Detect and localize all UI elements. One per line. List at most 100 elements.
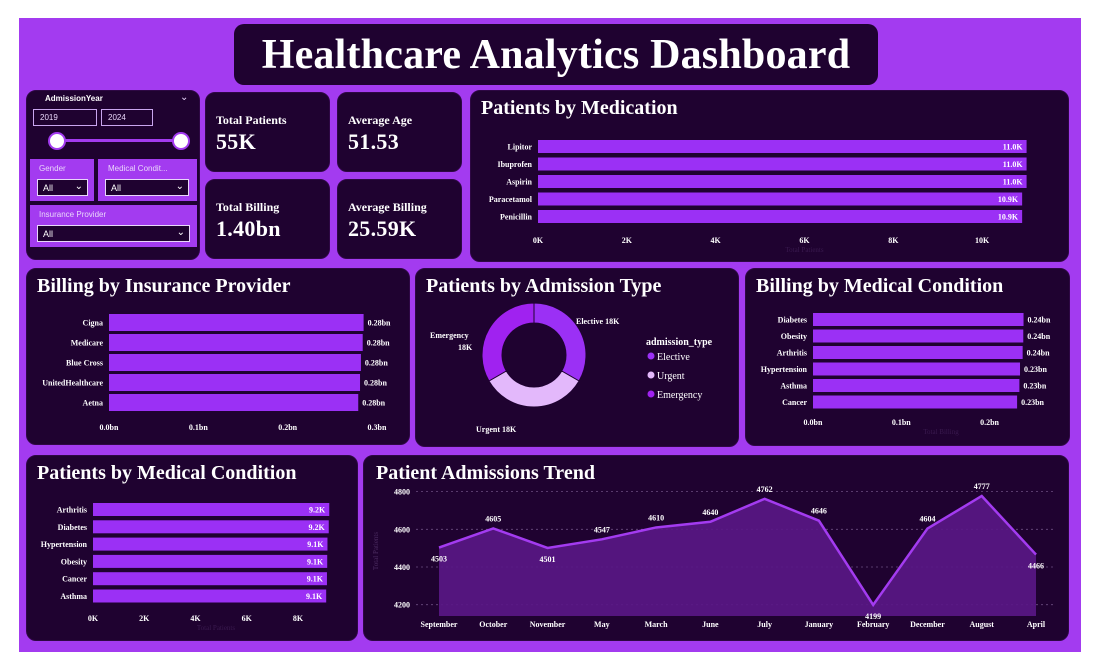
trend-chart-title: Patient Admissions Trend — [376, 462, 595, 484]
category-label: Penicillin — [500, 213, 533, 222]
bar — [813, 329, 1024, 343]
legend-item: Emergency — [657, 390, 702, 401]
x-tick-label: November — [530, 620, 566, 629]
data-label: 9.2K — [309, 506, 326, 515]
legend-title: admission_type — [646, 337, 713, 348]
data-label: 4640 — [702, 508, 718, 517]
x-tick-label: 0.0bn — [100, 423, 119, 432]
data-label: 9.1K — [307, 557, 324, 566]
donut-slice — [488, 370, 580, 408]
condition-dropdown-value: All — [111, 183, 122, 193]
medication-chart: Lipitor 11.0K Ibuprofen 11.0K Aspirin 11.0K Pa… — [489, 140, 1027, 254]
bar — [538, 210, 1023, 223]
bar — [93, 589, 327, 603]
legend-marker — [647, 390, 655, 398]
admission-type-chart-title: Patients by Admission Type — [426, 275, 662, 297]
year-slider-track[interactable] — [57, 139, 181, 142]
insurance-dropdown[interactable]: All ⌄ — [37, 225, 190, 242]
year-slider-end-handle[interactable] — [172, 132, 190, 150]
year-from-input[interactable]: 2019 — [33, 109, 97, 126]
kpi-label: Total Patients — [216, 113, 287, 127]
x-tick-label: December — [910, 620, 945, 629]
bar — [538, 140, 1027, 153]
data-label: 11.0K — [1003, 160, 1024, 169]
donut-slice — [481, 302, 535, 382]
x-tick-label: June — [702, 620, 719, 629]
data-label: 9.1K — [307, 540, 324, 549]
chevron-down-icon: ⌄ — [74, 181, 83, 192]
data-label: 10.9K — [998, 213, 1019, 222]
y-tick-label: 4600 — [394, 525, 410, 534]
y-tick-label: 4800 — [394, 488, 410, 497]
data-label: 0.24bn — [1027, 332, 1050, 341]
bar — [813, 362, 1021, 376]
bar — [109, 374, 361, 391]
kpi-total-patients: Total Patients 55K — [205, 92, 330, 172]
bar — [538, 157, 1027, 171]
kpi-label: Average Age — [348, 113, 413, 127]
data-label: 4466 — [1028, 562, 1044, 571]
category-label: Arthritis — [57, 506, 87, 515]
bar — [109, 394, 359, 411]
data-label: 4547 — [594, 525, 610, 534]
data-label: 0.28bn — [365, 359, 388, 368]
donut-slice — [533, 302, 587, 382]
x-tick-label: August — [970, 620, 995, 629]
x-tick-label: February — [857, 620, 889, 629]
medication-chart-panel: Patients by Medication Lipitor 11.0K Ibupr… — [470, 90, 1069, 262]
category-label: Diabetes — [778, 316, 807, 325]
data-label: 0.24bn — [1028, 316, 1051, 325]
x-tick-label: 0.1bn — [892, 418, 911, 427]
legend-item: Elective — [657, 352, 690, 363]
data-label: 4646 — [811, 507, 827, 516]
data-label: 4777 — [974, 482, 990, 491]
gender-dropdown[interactable]: All ⌄ — [37, 179, 88, 196]
insurance-dropdown-value: All — [43, 229, 54, 239]
patients-condition-chart-panel: Patients by Medical Condition Arthritis 9… — [26, 455, 358, 641]
x-tick-label: 2K — [139, 614, 150, 623]
legend-marker — [647, 371, 655, 379]
x-tick-label: 0.3bn — [368, 423, 387, 432]
bar — [93, 537, 328, 551]
trend-chart: 4200 4400 4600 4800 Total Patients 4503 Septem… — [372, 482, 1054, 629]
x-tick-label: March — [645, 620, 669, 629]
bar — [813, 346, 1023, 359]
insurance-chart-title: Billing by Insurance Provider — [37, 275, 291, 297]
data-label: 0.23bn — [1023, 382, 1046, 391]
x-tick-label: May — [594, 620, 610, 629]
category-label: Asthma — [60, 592, 87, 601]
kpi-average-age: Average Age 51.53 — [337, 92, 462, 172]
kpi-value: 55K — [216, 129, 257, 154]
data-label: 0.23bn — [1021, 398, 1044, 407]
kpi-label: Total Billing — [216, 200, 280, 214]
data-label: 4501 — [540, 555, 556, 564]
slice-label: Elective 18K — [576, 317, 620, 326]
kpi-value: 1.40bn — [216, 216, 281, 241]
year-slider-start-handle[interactable] — [48, 132, 66, 150]
patients-condition-chart-title: Patients by Medical Condition — [37, 462, 297, 484]
category-label: Cigna — [83, 319, 103, 328]
gender-label: Gender — [39, 164, 66, 173]
condition-dropdown[interactable]: All ⌄ — [105, 179, 189, 196]
x-tick-label: April — [1027, 620, 1046, 629]
bar — [813, 395, 1018, 409]
chevron-down-icon[interactable]: ⌄ — [180, 92, 189, 103]
bar — [93, 520, 329, 534]
billing-condition-chart-panel: Billing by Medical Condition Diabetes 0.2… — [745, 268, 1070, 446]
insurance-label: Insurance Provider — [39, 210, 107, 219]
category-label: Aspirin — [506, 178, 532, 187]
bar — [538, 175, 1027, 188]
category-label: Cancer — [782, 398, 807, 407]
chevron-down-icon: ⌄ — [175, 181, 184, 192]
legend-marker — [647, 352, 655, 360]
year-to-input[interactable]: 2024 — [101, 109, 153, 126]
data-label: 9.2K — [309, 523, 326, 532]
x-axis-label: Total Patients — [197, 624, 235, 632]
trend-area — [439, 495, 1036, 616]
x-tick-label: July — [757, 620, 772, 629]
gender-dropdown-value: All — [43, 183, 54, 193]
category-label: Ibuprofen — [497, 160, 532, 169]
category-label: Obesity — [61, 557, 87, 566]
category-label: Asthma — [780, 382, 807, 391]
trend-chart-panel: Patient Admissions Trend 4200 4400 4600 480… — [363, 455, 1069, 641]
